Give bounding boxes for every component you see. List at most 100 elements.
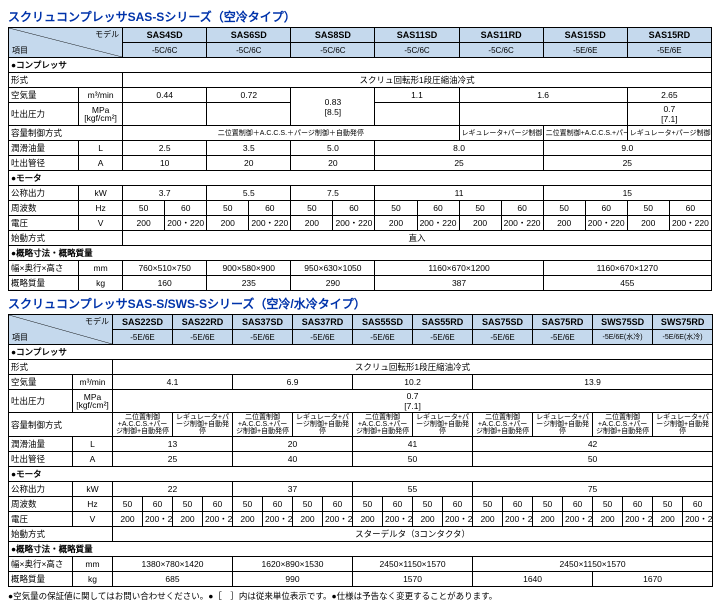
cell: 二位置制御+A.C.C.S.+パージ制御+自動発停 <box>113 413 173 437</box>
row-oil-label: 潤滑油量 <box>9 141 79 156</box>
cell: 3.5 <box>207 141 291 156</box>
spec-table-2: モデル 項目 SAS22SD SAS22RD SAS37SD SAS37RD S… <box>8 314 713 587</box>
cell: 1160×670×1200 <box>375 261 543 276</box>
cell: 200 <box>291 216 333 231</box>
cell: 25 <box>543 156 711 171</box>
model-sub: -5E/6E <box>353 330 413 345</box>
cell: 42 <box>473 437 713 452</box>
model-hdr: SAS22RD <box>173 315 233 330</box>
cell: 0.44 <box>123 88 207 103</box>
cell <box>459 103 627 126</box>
cell: 0.72 <box>207 88 291 103</box>
model-sub: -5E/6E(水冷) <box>653 330 713 345</box>
cell: 200 <box>413 512 443 527</box>
cell: 200・220 <box>669 216 711 231</box>
cell: 200 <box>123 216 165 231</box>
row-oil-unit: L <box>73 437 113 452</box>
cell: 200 <box>533 512 563 527</box>
cell: 25 <box>375 156 543 171</box>
row-press-unit: MPa [kgf/cm²] <box>79 103 123 126</box>
diag-cell: モデル 項目 <box>9 315 113 345</box>
row-mass-label: 概略質量 <box>9 276 79 291</box>
cell: 50 <box>459 201 501 216</box>
row-volt-unit: V <box>79 216 123 231</box>
cell: 5.0 <box>291 141 375 156</box>
cell: 50 <box>173 497 203 512</box>
cell: 10 <box>123 156 207 171</box>
cell: 50 <box>543 201 585 216</box>
cell: 0.83 [8.5] <box>291 88 375 126</box>
cell <box>207 103 291 126</box>
model-sub: -5E/6E <box>473 330 533 345</box>
cell: 40 <box>233 452 353 467</box>
model-sub: -5E/6E <box>413 330 473 345</box>
cell: 60 <box>501 201 543 216</box>
cell: 二位置制御+A.C.C.S.+パージ制御+自動発停 <box>593 413 653 437</box>
row-volt-label: 電圧 <box>9 512 73 527</box>
cell: レギュレータ+パージ制御+自動発停 <box>173 413 233 437</box>
cell: 60 <box>143 497 173 512</box>
row-pipe-label: 吐出管径 <box>9 156 79 171</box>
diag-model: モデル <box>95 29 119 40</box>
section-motor: ●モータ <box>9 171 712 186</box>
row-freq-label: 周波数 <box>9 497 73 512</box>
cell: 387 <box>375 276 543 291</box>
row-start-label: 始動方式 <box>9 231 123 246</box>
cell: 200・220 <box>333 216 375 231</box>
model-sub: -5E/6E <box>533 330 593 345</box>
cell: 50 <box>533 497 563 512</box>
model-hdr: SAS37SD <box>233 315 293 330</box>
cell: 200・220 <box>585 216 627 231</box>
cell: 760×510×750 <box>123 261 207 276</box>
cell: 二位置制御+A.C.C.S.+パージ制御+自動発停 <box>543 126 627 141</box>
row-pipe-unit: A <box>79 156 123 171</box>
cell: 200・220 <box>323 512 353 527</box>
cell: 200 <box>293 512 323 527</box>
diag-item: 項目 <box>12 45 28 56</box>
row-type-value: スクリュ回転形1段圧縮油冷式 <box>123 73 712 88</box>
model-sub: -5E/6E <box>543 43 627 58</box>
cell: 160 <box>123 276 207 291</box>
cell: 60 <box>263 497 293 512</box>
model-sub: -5C/6C <box>123 43 207 58</box>
cell: 0.7 [7.1] <box>627 103 711 126</box>
cell: 25 <box>113 452 233 467</box>
diag-model: モデル <box>85 316 109 327</box>
row-pow-label: 公称出力 <box>9 186 79 201</box>
row-freq-unit: Hz <box>79 201 123 216</box>
cell: 685 <box>113 572 233 587</box>
cell: 50 <box>123 201 165 216</box>
cell: 200・220 <box>623 512 653 527</box>
model-hdr: SWS75SD <box>593 315 653 330</box>
cell: 200・220 <box>249 216 291 231</box>
model-hdr: SAS8SD <box>291 28 375 43</box>
model-sub: -5E/6E <box>113 330 173 345</box>
cell: 60 <box>203 497 233 512</box>
cell: レギュレータ+パージ制御+自動発停 <box>653 413 713 437</box>
cell: 0.7 [7.1] <box>113 390 713 413</box>
cell: 10.2 <box>353 375 473 390</box>
section-compressor: ●コンプレッサ <box>9 58 712 73</box>
cell: 50 <box>653 497 683 512</box>
row-freq-label: 周波数 <box>9 201 79 216</box>
cell: 3.7 <box>123 186 207 201</box>
cell: 7.5 <box>291 186 375 201</box>
cell: 200・220 <box>383 512 413 527</box>
row-cap-label: 容量制御方式 <box>9 126 123 141</box>
cell: 200・220 <box>263 512 293 527</box>
cell: 9.0 <box>543 141 711 156</box>
model-sub: -5E/6E <box>173 330 233 345</box>
cell: 二位置制御+A.C.C.S.+パージ制御+自動発停 <box>473 413 533 437</box>
cell: 50 <box>113 497 143 512</box>
cell: 200 <box>233 512 263 527</box>
model-hdr: SAS55RD <box>413 315 473 330</box>
model-sub: -5C/6C <box>291 43 375 58</box>
cell: 200 <box>353 512 383 527</box>
row-start-value: 直入 <box>123 231 712 246</box>
model-hdr: SAS15SD <box>543 28 627 43</box>
cell: 60 <box>563 497 593 512</box>
cell: 13.9 <box>473 375 713 390</box>
cell: 二位置制御+A.C.C.S.+パージ制御+自動発停 <box>353 413 413 437</box>
cell: 50 <box>413 497 443 512</box>
row-volt-unit: V <box>73 512 113 527</box>
